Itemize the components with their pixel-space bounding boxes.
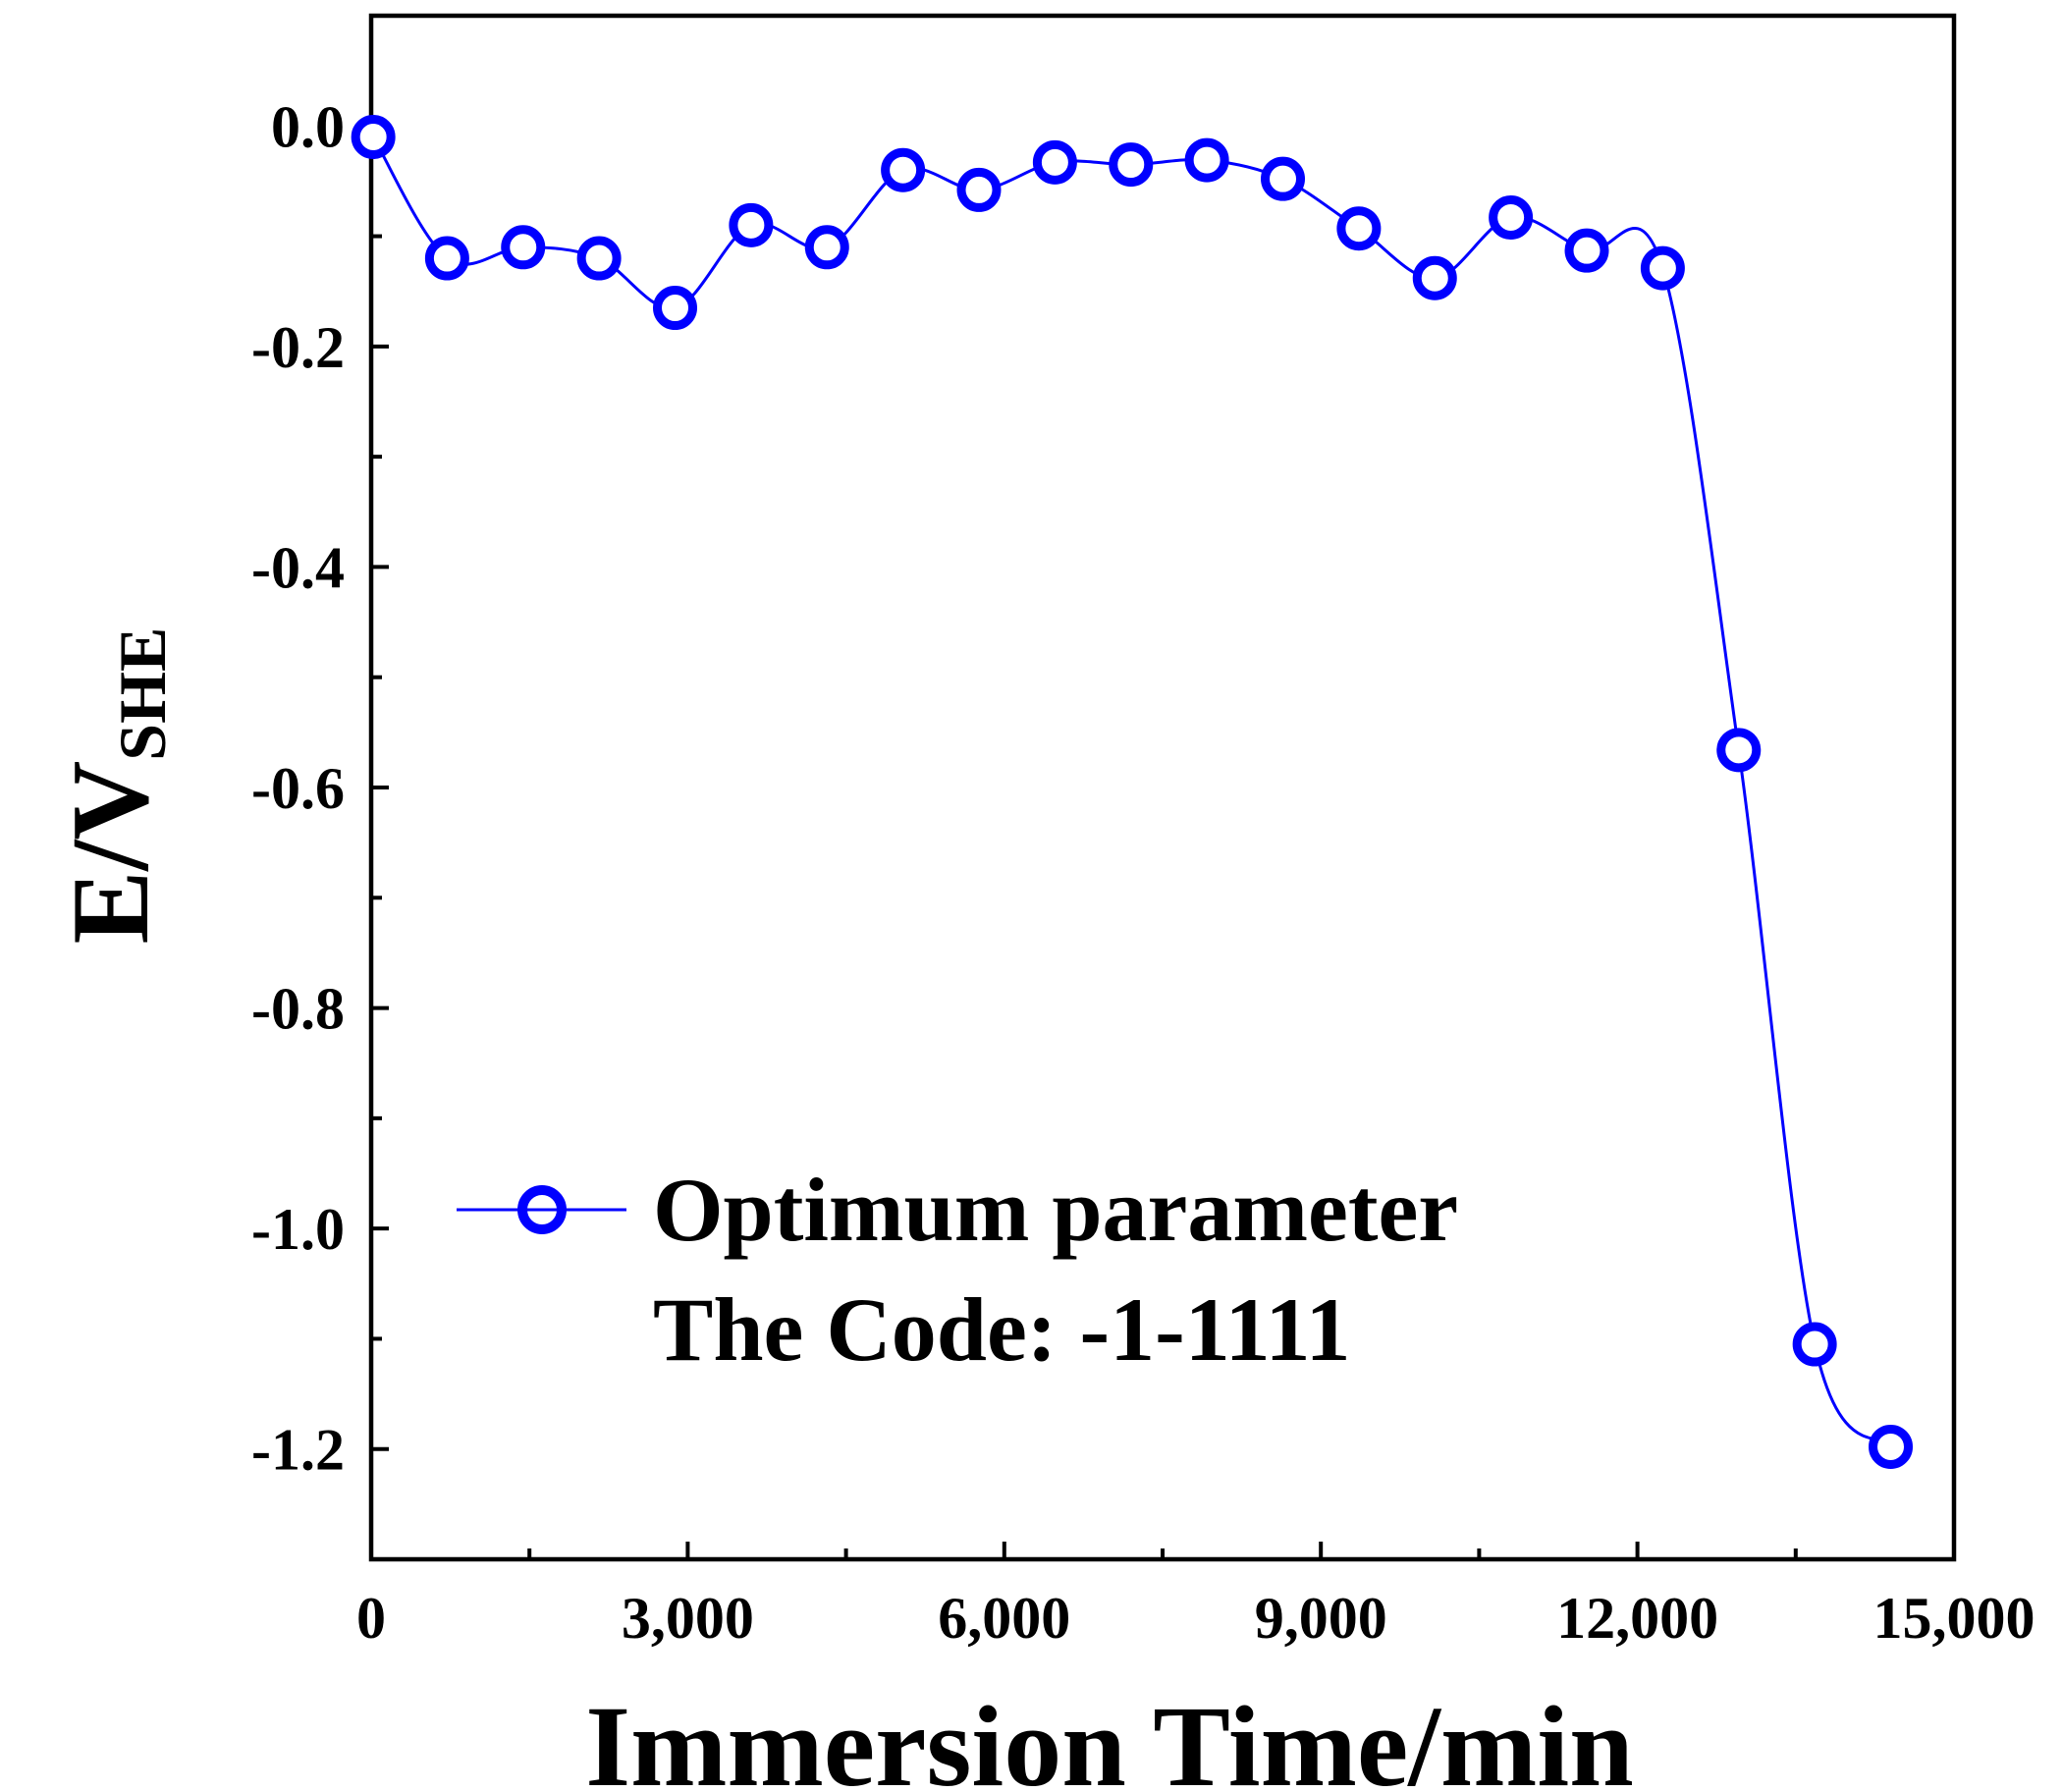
- data-point: [1336, 206, 1382, 251]
- series-markers: [351, 115, 1914, 1469]
- x-tick-label: 9,000: [1255, 1586, 1387, 1651]
- y-tick-label: -0.4: [251, 535, 345, 600]
- y-tick-label: -0.8: [251, 977, 345, 1042]
- y-tick-label: -0.6: [251, 756, 345, 821]
- legend: Optimum parameter: [457, 1160, 1458, 1260]
- data-point: [804, 225, 849, 270]
- y-tick-label: 0.0: [271, 94, 345, 159]
- y-axis-title: E/VSHE: [50, 627, 180, 945]
- annotation-code: The Code: -1-1111: [653, 1279, 1350, 1380]
- x-tick-label: 12,000: [1556, 1586, 1718, 1651]
- y-tick-label: -0.2: [251, 315, 345, 380]
- x-tick-label: 0: [356, 1586, 386, 1651]
- legend-label: Optimum parameter: [653, 1160, 1458, 1260]
- data-point: [1640, 245, 1685, 291]
- x-axis-title: Immersion Time/min: [585, 1682, 1633, 1792]
- x-tick-label: 6,000: [938, 1586, 1070, 1651]
- y-axis-title-subscript: SHE: [105, 627, 180, 761]
- x-tick-label: 3,000: [622, 1586, 754, 1651]
- data-point: [881, 147, 926, 192]
- data-point: [956, 167, 1002, 212]
- x-tick-label: 15,000: [1873, 1586, 2035, 1651]
- data-point: [1869, 1424, 1914, 1469]
- data-point: [351, 115, 396, 160]
- y-tick-label: -1.0: [251, 1197, 345, 1262]
- data-point: [1489, 194, 1534, 240]
- data-point: [1184, 137, 1229, 183]
- y-tick-label: -1.2: [251, 1418, 345, 1483]
- axis-tick-labels: 0 3,000 6,000 9,000 12,000 15,000 0.0 -0.2 -0.4 -…: [251, 94, 2035, 1651]
- data-point: [1109, 142, 1154, 188]
- data-point: [653, 286, 698, 331]
- svg-text:E/VSHE: E/VSHE: [50, 627, 180, 945]
- data-point: [729, 202, 774, 247]
- data-point: [501, 225, 546, 270]
- data-point: [1261, 156, 1306, 201]
- data-point: [1032, 139, 1077, 185]
- data-point: [1716, 728, 1762, 773]
- data-point: [1792, 1322, 1837, 1367]
- data-point: [1564, 228, 1609, 273]
- data-point: [576, 236, 622, 281]
- y-axis-title-main: E/V: [50, 761, 172, 945]
- data-point: [1412, 255, 1457, 300]
- data-point: [424, 236, 469, 281]
- legend-marker: [517, 1185, 567, 1234]
